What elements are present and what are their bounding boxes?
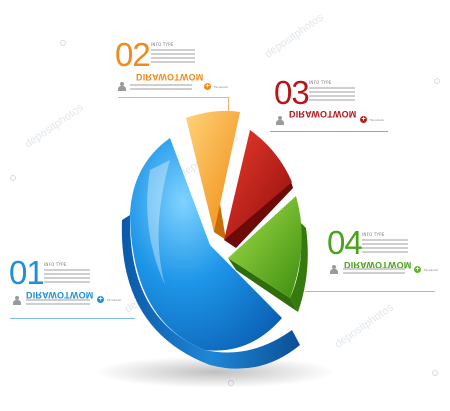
plus-icon: + <box>97 296 104 303</box>
segment-text-lines <box>44 269 90 285</box>
connector-line <box>228 97 229 113</box>
plus-icon: + <box>204 83 211 90</box>
follow-label: Facebook <box>107 298 121 302</box>
user-icon <box>276 116 283 125</box>
segment-rule <box>10 318 135 319</box>
segment-text-lines <box>309 87 355 103</box>
plus-icon: + <box>414 266 421 273</box>
segment-meta-lines <box>130 84 192 92</box>
segment-caption: INFO TYPE <box>151 42 174 47</box>
segment-number: 01 <box>9 256 44 289</box>
segment-meta-lines <box>26 299 90 307</box>
user-icon <box>118 82 125 91</box>
follow-label: Facebook <box>370 118 384 122</box>
segment-caption: INFO TYPE <box>44 262 67 267</box>
user-icon <box>13 296 20 305</box>
plus-icon: + <box>360 116 367 123</box>
segment-text-lines <box>362 239 408 255</box>
segment-text-lines <box>151 49 195 65</box>
segment-meta-lines <box>343 268 405 276</box>
segment-caption: INFO TYPE <box>309 80 332 85</box>
user-icon <box>330 265 337 274</box>
follow-label: Facebook <box>214 85 228 89</box>
segment-caption: INFO TYPE <box>362 232 385 237</box>
segment-number: 02 <box>115 38 150 71</box>
segment-rule <box>118 97 228 98</box>
segment-rule <box>305 291 435 292</box>
segment-heading: DIRAWOTWOM <box>289 109 357 119</box>
segment-number: 04 <box>327 226 362 259</box>
segment-heading: DIRAWOTWOM <box>136 72 204 82</box>
follow-label: Facebook <box>424 268 438 272</box>
segment-number: 03 <box>274 76 309 109</box>
segment-rule <box>270 131 388 132</box>
